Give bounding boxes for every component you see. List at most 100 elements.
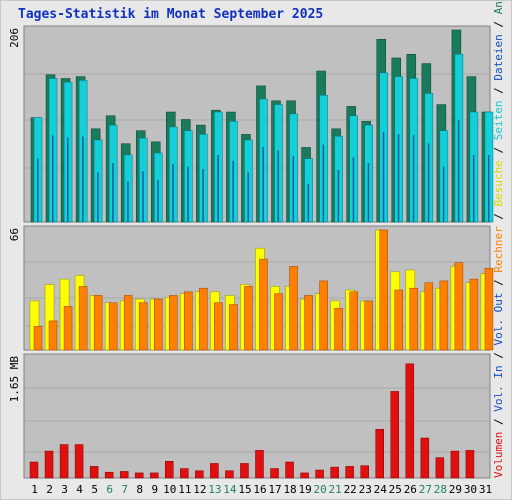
bar-seiten xyxy=(367,163,370,222)
bar-seiten xyxy=(277,150,280,222)
bar-seiten xyxy=(232,160,234,222)
bar-volumen xyxy=(375,429,384,479)
bar-rechner xyxy=(229,304,238,351)
bar-rechner xyxy=(394,289,404,351)
bar-seiten xyxy=(127,181,129,222)
x-tick-label: 20 xyxy=(314,483,327,496)
x-tick-label: 23 xyxy=(359,483,372,496)
x-tick-label: 16 xyxy=(253,483,266,496)
bar-volumen xyxy=(465,450,475,479)
legend-entry: Vol. In xyxy=(492,365,505,411)
bar-rechner xyxy=(108,302,118,351)
bar-rechner xyxy=(93,295,103,351)
bar-rechner xyxy=(349,291,358,351)
bar-rechner xyxy=(379,229,388,351)
legend-separator: / xyxy=(492,206,505,226)
x-tick-label: 27 xyxy=(419,483,432,496)
x-tick-label: 25 xyxy=(389,483,402,496)
bar-rechner xyxy=(184,291,193,351)
bar-volumen xyxy=(240,463,249,479)
bar-volumen xyxy=(89,466,99,479)
bar-volumen xyxy=(420,437,430,479)
bar-rechner xyxy=(304,295,313,351)
x-tick-label: 4 xyxy=(76,483,83,496)
bar-rechner xyxy=(259,258,268,351)
bar-rechner xyxy=(424,282,434,351)
bar-volumen xyxy=(74,444,84,479)
x-tick-label: 28 xyxy=(434,483,447,496)
legend-entry: Volumen xyxy=(492,432,505,478)
bar-rechner xyxy=(33,326,43,351)
bar-rechner xyxy=(274,293,283,351)
x-tick-label: 24 xyxy=(374,483,388,496)
bar-seiten xyxy=(352,157,355,222)
x-tick-label: 18 xyxy=(283,483,296,496)
bar-rechner xyxy=(484,267,494,351)
x-tick-label: 7 xyxy=(121,483,128,496)
legend-entry: Anfragen xyxy=(492,0,505,14)
bar-seiten xyxy=(142,171,144,222)
bar-seiten xyxy=(292,156,295,222)
bar-rechner xyxy=(123,295,133,351)
bar-seiten xyxy=(157,180,159,222)
legend-entry: Rechner xyxy=(492,226,505,273)
x-tick-label: 9 xyxy=(151,483,158,496)
bar-seiten xyxy=(67,137,69,222)
bar-volumen xyxy=(134,472,144,479)
legend-separator: / xyxy=(492,412,505,432)
bar-seiten xyxy=(37,158,39,222)
x-tick-label: 17 xyxy=(268,483,281,496)
x-tick-label: 11 xyxy=(178,483,191,496)
bar-rechner xyxy=(319,280,328,351)
y-max-label-3: 1.65 MB xyxy=(8,356,21,403)
bar-seiten xyxy=(412,135,415,222)
legend-entry: Besuche xyxy=(492,160,505,206)
x-tick-label: 1 xyxy=(31,483,38,496)
bar-rechner xyxy=(469,278,479,351)
bar-volumen xyxy=(285,461,294,479)
bar-seiten xyxy=(322,144,325,222)
bar-seiten xyxy=(487,154,490,222)
bar-rechner xyxy=(154,298,163,351)
x-tick-label: 3 xyxy=(61,483,68,496)
x-tick-label: 8 xyxy=(136,483,143,496)
bar-volumen xyxy=(59,444,69,479)
bar-volumen xyxy=(150,472,159,479)
x-tick-label: 15 xyxy=(238,483,251,496)
bar-volumen xyxy=(315,469,324,479)
bar-volumen xyxy=(390,391,400,479)
bar-volumen xyxy=(119,471,129,479)
bar-seiten xyxy=(427,143,430,222)
bar-volumen xyxy=(255,450,264,479)
bar-seiten xyxy=(337,169,340,222)
bar-seiten xyxy=(472,154,475,222)
bar-seiten xyxy=(442,166,445,222)
legend-entry: Dateien xyxy=(492,34,505,80)
bar-volumen xyxy=(104,471,114,479)
x-tick-label: 31 xyxy=(479,483,492,496)
y-max-label-1: 206 xyxy=(8,28,21,48)
chart-title: Tages-Statistik im Monat September 2025 xyxy=(18,7,324,22)
x-tick-label: 22 xyxy=(344,483,357,496)
bar-volumen xyxy=(225,470,234,479)
bar-seiten xyxy=(202,168,204,222)
legend-separator: / xyxy=(492,140,505,160)
bar-volumen xyxy=(345,466,354,479)
bar-seiten xyxy=(247,172,249,222)
legend-separator: / xyxy=(492,14,505,34)
bar-seiten xyxy=(307,183,310,222)
bar-seiten xyxy=(397,134,400,222)
bar-seiten xyxy=(457,120,460,222)
bar-rechner xyxy=(334,307,343,351)
x-tick-label: 14 xyxy=(223,483,237,496)
bar-seiten xyxy=(112,163,114,222)
bar-rechner xyxy=(454,262,464,351)
bar-volumen xyxy=(165,461,174,479)
bar-rechner xyxy=(439,280,449,351)
bar-seiten xyxy=(382,131,385,222)
x-tick-label: 2 xyxy=(46,483,53,496)
bar-seiten xyxy=(97,172,99,222)
bar-volumen xyxy=(270,468,279,479)
bar-seiten xyxy=(82,136,84,222)
bar-volumen xyxy=(195,470,204,479)
